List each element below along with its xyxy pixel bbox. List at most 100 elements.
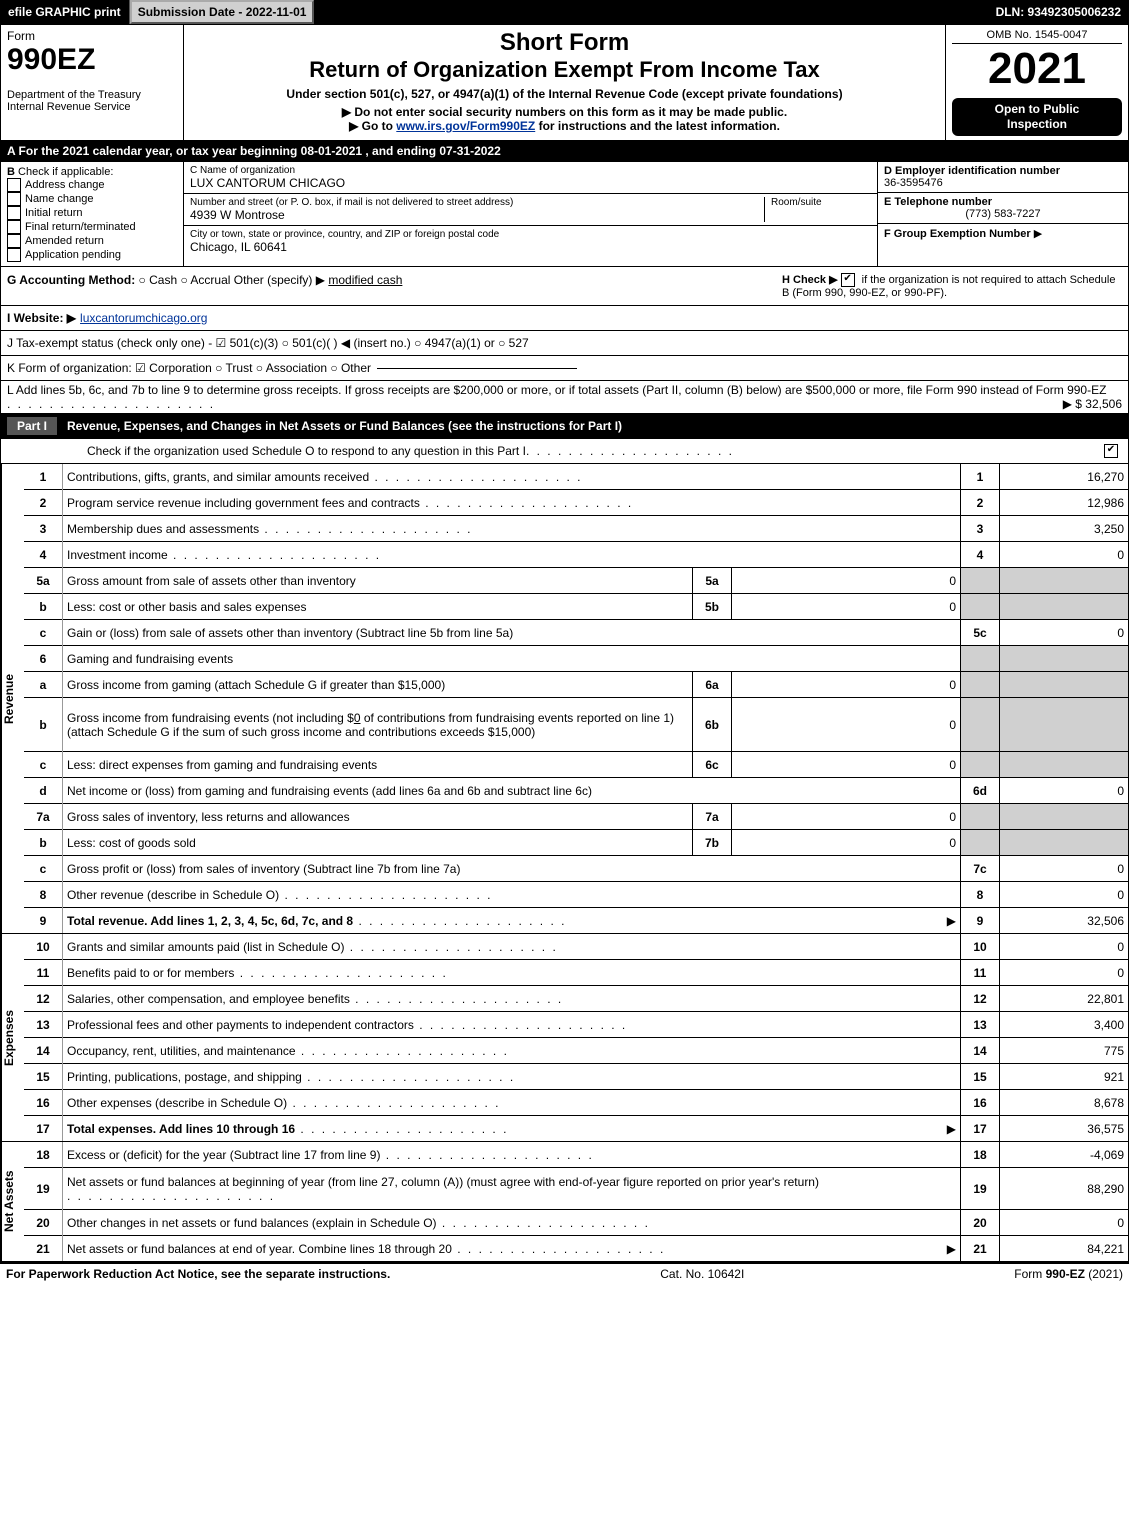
table-row: 19Net assets or fund balances at beginni… (24, 1168, 1128, 1210)
section-a-text: A For the 2021 calendar year, or tax yea… (7, 144, 501, 158)
mini-val: 0 (732, 568, 961, 594)
line-desc: Program service revenue including govern… (67, 496, 420, 510)
line-amount: 0 (1000, 882, 1129, 908)
ein-value: 36-3595476 (884, 177, 1122, 189)
line-desc: Gross amount from sale of assets other t… (67, 574, 356, 588)
line-amount: 0 (1000, 960, 1129, 986)
line-num: 21 (24, 1236, 63, 1262)
section-g: G Accounting Method: ○ Cash ○ Accrual Ot… (7, 273, 782, 299)
grey-cell (1000, 830, 1129, 856)
line-num: 15 (24, 1064, 63, 1090)
goto-post: for instructions and the latest informat… (535, 119, 780, 133)
line-desc: Less: direct expenses from gaming and fu… (67, 758, 377, 772)
h-pre: H Check ▶ (782, 274, 838, 286)
table-row: 18Excess or (deficit) for the year (Subt… (24, 1142, 1128, 1168)
line-num: 12 (24, 986, 63, 1012)
irs-link[interactable]: www.irs.gov/Form990EZ (396, 119, 535, 133)
b-item-4: Amended return (25, 235, 104, 247)
table-row: bGross income from fundraising events (n… (24, 698, 1128, 752)
mini-val: 0 (732, 698, 961, 752)
section-i: I Website: ▶ luxcantorumchicago.org (1, 306, 1128, 331)
table-row: 12Salaries, other compensation, and empl… (24, 986, 1128, 1012)
part1-title: Revenue, Expenses, and Changes in Net As… (67, 419, 622, 433)
line-num: 5a (24, 568, 63, 594)
ein-cell: D Employer identification number 36-3595… (878, 162, 1128, 193)
mini-num: 6a (693, 672, 732, 698)
website-link[interactable]: luxcantorumchicago.org (80, 311, 207, 325)
check-part1-scho[interactable] (1104, 444, 1118, 458)
box-num: 18 (961, 1142, 1000, 1168)
check-amended[interactable] (7, 234, 21, 248)
line-amount: -4,069 (1000, 1142, 1129, 1168)
b-item-0: Address change (25, 179, 105, 191)
group-arrow: ▶ (1034, 228, 1042, 240)
check-final[interactable] (7, 220, 21, 234)
table-row: bLess: cost or other basis and sales exp… (24, 594, 1128, 620)
mini-val: 0 (732, 672, 961, 698)
l6b-amt: 0 (354, 711, 361, 725)
line-num: 18 (24, 1142, 63, 1168)
b-item-2: Initial return (25, 207, 82, 219)
check-address[interactable] (7, 178, 21, 192)
table-row: 3Membership dues and assessments33,250 (24, 516, 1128, 542)
box-num: 16 (961, 1090, 1000, 1116)
line-desc: Other changes in net assets or fund bala… (67, 1216, 437, 1230)
grey-cell (961, 830, 1000, 856)
check-pending[interactable] (7, 248, 21, 262)
submission-date-button[interactable]: Submission Date - 2022-11-01 (130, 0, 315, 24)
line-amount: 0 (1000, 934, 1129, 960)
grey-cell (961, 752, 1000, 778)
b-item-5: Application pending (25, 249, 121, 261)
footer-right-pre: Form (1014, 1267, 1045, 1281)
grey-cell (961, 804, 1000, 830)
grey-cell (1000, 698, 1129, 752)
footer-right-bold: 990-EZ (1046, 1267, 1085, 1281)
spacer (314, 0, 987, 24)
line-amount: 16,270 (1000, 464, 1129, 490)
netassets-section: Net Assets 18Excess or (deficit) for the… (1, 1142, 1128, 1263)
header-center: Short Form Return of Organization Exempt… (184, 25, 946, 140)
dept-label: Department of the Treasury (7, 89, 177, 101)
line-desc: Net income or (loss) from gaming and fun… (67, 784, 592, 798)
line-amount: 921 (1000, 1064, 1129, 1090)
gh-row: G Accounting Method: ○ Cash ○ Accrual Ot… (1, 267, 1128, 306)
dots (279, 888, 492, 902)
table-row: d Net income or (loss) from gaming and fu… (24, 778, 1128, 804)
main-title: Return of Organization Exempt From Incom… (190, 57, 939, 83)
check-name[interactable] (7, 192, 21, 206)
irs-label: Internal Revenue Service (7, 101, 177, 113)
line-desc: Benefits paid to or for members (67, 966, 234, 980)
dots (234, 966, 447, 980)
revenue-table: 1Contributions, gifts, grants, and simil… (24, 464, 1128, 933)
inspection-box: Open to Public Inspection (952, 98, 1122, 136)
mini-num: 5b (693, 594, 732, 620)
section-b: B Check if applicable: Address change Na… (1, 162, 184, 266)
line-desc: Other revenue (describe in Schedule O) (67, 888, 279, 902)
netassets-label: Net Assets (1, 1142, 24, 1261)
dots (452, 1242, 665, 1256)
grey-cell (961, 646, 1000, 672)
dots (296, 1044, 509, 1058)
section-c: C Name of organization LUX CANTORUM CHIC… (184, 162, 878, 266)
grey-cell (961, 568, 1000, 594)
page-footer: For Paperwork Reduction Act Notice, see … (0, 1264, 1129, 1284)
expenses-section: Expenses 10Grants and similar amounts pa… (1, 934, 1128, 1142)
check-h[interactable] (841, 273, 855, 287)
revenue-label: Revenue (1, 464, 24, 933)
box-num: 20 (961, 1210, 1000, 1236)
grey-cell (1000, 568, 1129, 594)
section-k: K Form of organization: ☑ Corporation ○ … (1, 356, 1128, 381)
part1-dots (526, 444, 734, 458)
line-amount: 36,575 (1000, 1116, 1129, 1142)
expenses-label: Expenses (1, 934, 24, 1141)
line-num: 1 (24, 464, 63, 490)
revenue-section: Revenue 1Contributions, gifts, grants, a… (1, 464, 1128, 934)
line-desc: Printing, publications, postage, and shi… (67, 1070, 302, 1084)
check-initial[interactable] (7, 206, 21, 220)
box-num: 11 (961, 960, 1000, 986)
line-num: d (24, 778, 63, 804)
b-item-1: Name change (25, 193, 94, 205)
box-num: 17 (961, 1116, 1000, 1142)
part1-header: Part I Revenue, Expenses, and Changes in… (1, 414, 1128, 439)
street-label: Number and street (or P. O. box, if mail… (190, 197, 758, 208)
